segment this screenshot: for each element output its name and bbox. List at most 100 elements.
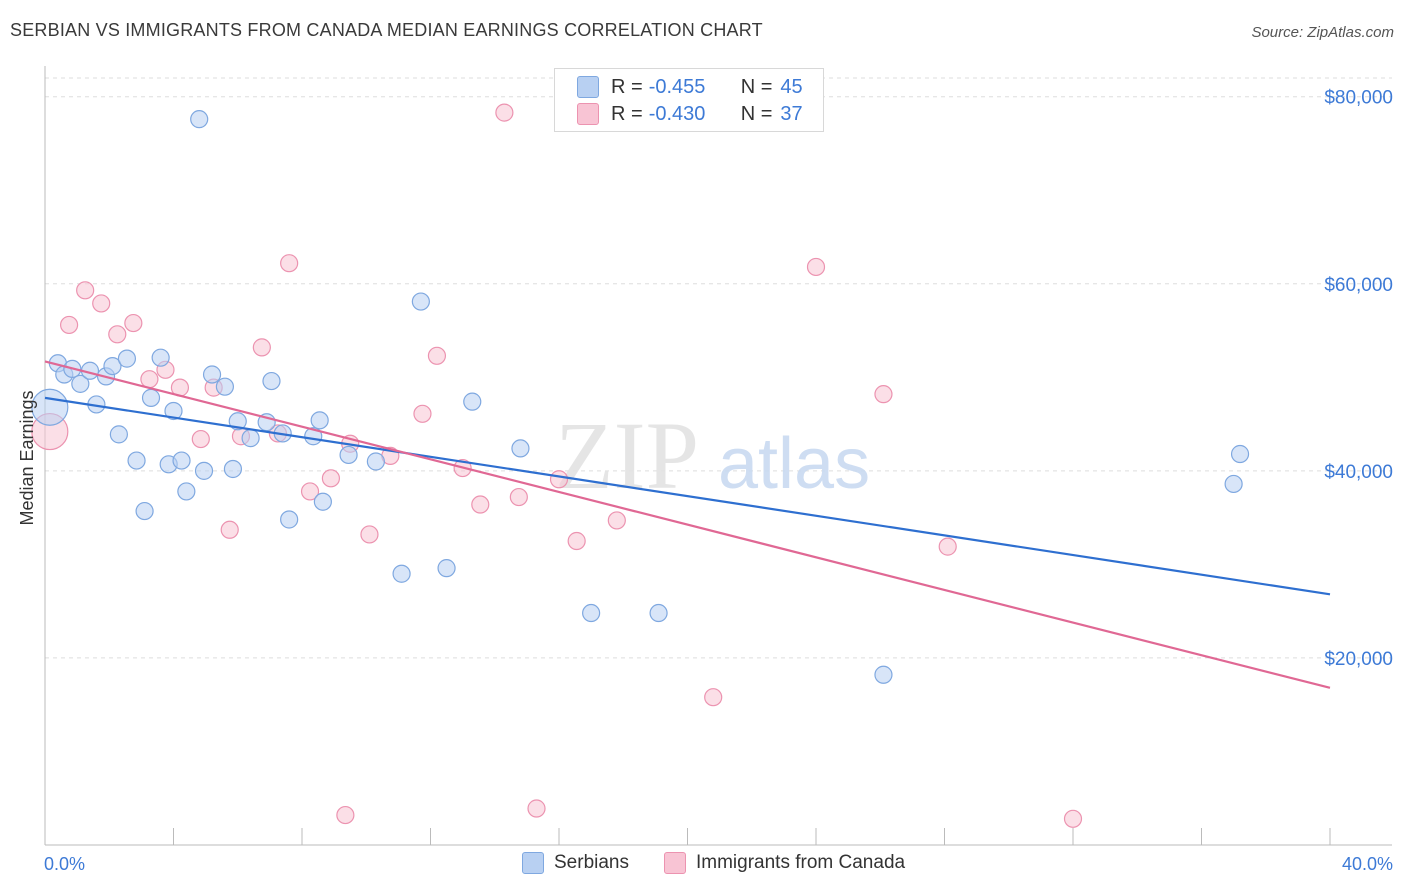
correlation-legend: R = -0.455 N = 45 R = -0.430 N = 37 [554,68,824,132]
legend-swatch-immigrants [577,103,599,125]
data-point-serbians [109,425,128,444]
legend-n-label: N = [740,102,773,125]
trend-lines [44,360,1331,689]
data-point-serbians [215,377,234,396]
data-point-serbians [262,371,281,391]
data-point-serbians [177,482,196,501]
data-point-immigrants [220,520,239,539]
data-point-immigrants [704,688,723,707]
data-point-immigrants [527,799,546,818]
data-point-immigrants [1063,809,1083,828]
data-point-immigrants [874,385,893,404]
legend-label-immigrants: Immigrants from Canada [696,852,906,873]
data-point-serbians [280,510,299,529]
data-point-immigrants [108,325,127,344]
data-point-serbians [1230,444,1250,464]
data-point-immigrants [92,294,111,313]
data-point-serbians [437,559,456,578]
data-point-serbians [511,439,530,458]
trend-line-serbians [44,396,1331,596]
data-point-serbians [411,292,430,311]
data-point-immigrants [140,370,159,389]
legend-r-label: R = [611,102,643,125]
data-point-immigrants [806,257,826,277]
data-point-immigrants [191,429,210,449]
data-point-serbians [117,349,137,368]
legend-row-serbians: R = -0.455 N = 45 [577,75,803,99]
data-point-immigrants [413,404,432,423]
y-tick-label: $20,000 [1324,649,1393,670]
data-point-immigrants [607,511,626,530]
data-point-serbians [392,564,411,583]
data-point-serbians [582,603,601,623]
data-point-serbians [141,388,161,407]
series-serbians-points [31,110,1250,684]
legend-r-value: -0.455 [648,75,706,98]
data-point-serbians [172,451,191,470]
watermark-atlas: atlas [718,424,870,504]
legend-item-immigrants: Immigrants from Canada [664,852,905,874]
data-point-serbians [649,603,668,623]
legend-row-immigrants: R = -0.430 N = 37 [577,102,803,126]
watermark-zip: ZIP [555,402,699,509]
data-point-serbians [164,401,183,421]
data-point-serbians [223,459,243,479]
y-tick-label: $40,000 [1324,462,1393,483]
data-point-immigrants [549,470,569,489]
x-tick-label-min: 0.0% [44,854,85,874]
data-point-immigrants [360,525,379,544]
data-point-serbians [874,665,893,684]
data-point-serbians [135,501,154,521]
data-point-immigrants [321,469,341,488]
data-point-immigrants [76,281,95,300]
series-legend: Serbians Immigrants from Canada [0,852,1406,878]
data-point-immigrants [427,346,447,365]
data-point-serbians [202,365,222,384]
legend-n-value: 45 [780,75,803,98]
legend-label-serbians: Serbians [554,852,629,873]
legend-r-value: -0.430 [648,102,706,125]
data-point-immigrants [59,315,79,335]
data-point-serbians [194,461,214,480]
data-point-immigrants [567,531,586,551]
data-point-serbians [241,429,260,448]
data-point-serbians [103,356,122,376]
legend-n-value: 37 [780,102,803,125]
legend-swatch-serbians [522,852,544,874]
watermark: ZIP atlas [555,402,870,509]
legend-item-serbians: Serbians [522,852,629,874]
legend-swatch-serbians [577,76,599,98]
data-point-immigrants [938,537,957,556]
data-point-serbians [127,451,146,470]
data-point-immigrants [495,103,514,122]
data-point-immigrants [280,254,299,273]
data-point-immigrants [252,338,271,357]
data-point-immigrants [124,313,143,333]
tick-labels: $20,000 $40,000 $60,000 $80,000 0.0% 40.0% [44,88,1393,874]
source-label: Source: ZipAtlas.com [1251,24,1394,41]
y-axis-label: Median Earnings [17,390,37,525]
x-tick-label-max: 40.0% [1342,854,1393,874]
y-tick-label: $80,000 [1324,88,1393,109]
data-point-serbians [366,452,385,471]
legend-r-label: R = [611,75,643,98]
data-point-serbians [339,445,358,465]
data-point-serbians [310,411,329,430]
legend-swatch-immigrants [664,852,686,874]
data-point-serbians [1224,474,1243,494]
y-tick-label: $60,000 [1324,275,1393,296]
data-point-serbians [190,110,209,129]
legend-n-label: N = [740,75,773,98]
axes [44,66,1392,846]
data-point-serbians [151,348,170,367]
data-point-serbians [31,388,69,426]
data-point-immigrants [300,482,320,501]
data-point-serbians [228,412,247,431]
data-point-immigrants [509,487,528,507]
data-point-immigrants [336,805,355,825]
grid-lines [45,77,1392,659]
data-point-serbians [313,492,332,511]
chart-title: SERBIAN VS IMMIGRANTS FROM CANADA MEDIAN… [10,20,763,40]
data-point-serbians [71,374,90,393]
